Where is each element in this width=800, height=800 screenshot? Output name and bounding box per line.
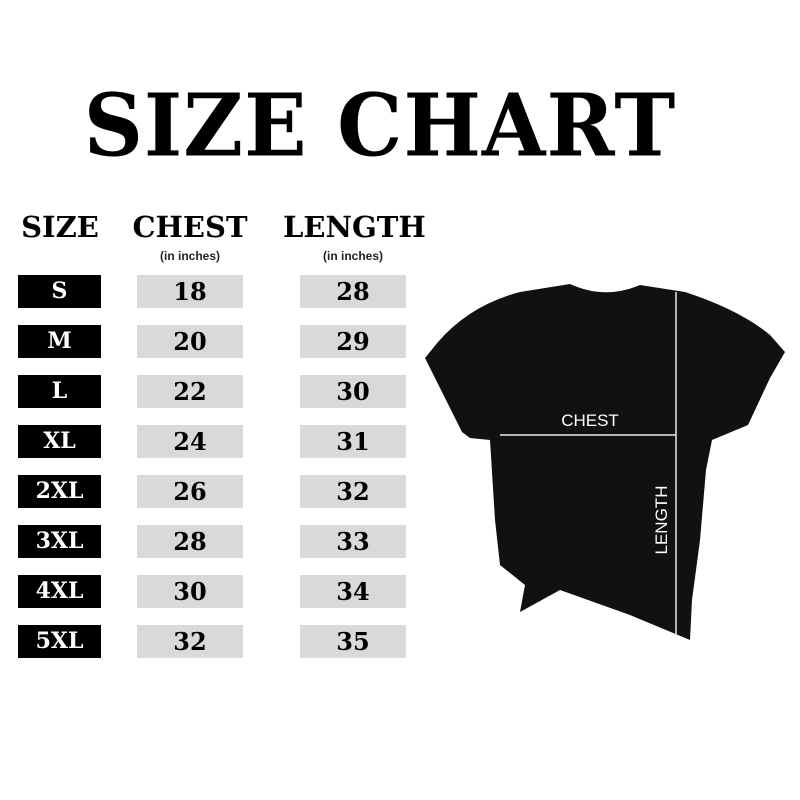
size-header: SIZE	[21, 210, 99, 244]
chest-cell: 26	[137, 475, 243, 508]
length-cell: 32	[300, 475, 406, 508]
page-title: SIZE CHART	[83, 75, 677, 177]
length-cell: 34	[300, 575, 406, 608]
chest-unit: (in inches)	[159, 249, 220, 263]
length-cell: 33	[300, 525, 406, 558]
size-cell: 5XL	[18, 625, 101, 658]
chest-cell: 20	[137, 325, 243, 358]
size-cell: L	[18, 375, 101, 408]
size-cell: 3XL	[18, 525, 101, 558]
length-cell: 35	[300, 625, 406, 658]
length-cell: 28	[300, 275, 406, 308]
chest-cell: 32	[137, 625, 243, 658]
length-cell: 31	[300, 425, 406, 458]
size-cell: M	[18, 325, 101, 358]
size-cell: 4XL	[18, 575, 101, 608]
chest-cell: 28	[137, 525, 243, 558]
chest-cell: 18	[137, 275, 243, 308]
length-cell: 30	[300, 375, 406, 408]
size-cell: XL	[18, 425, 101, 458]
chest-cell: 24	[137, 425, 243, 458]
length-header: LENGTH	[283, 210, 426, 244]
chest-header: CHEST	[132, 210, 248, 244]
length-cell: 29	[300, 325, 406, 358]
size-cell: S	[18, 275, 101, 308]
length-unit: (in inches)	[322, 249, 383, 263]
size-cell: 2XL	[18, 475, 101, 508]
length-label: LENGTH	[652, 486, 671, 555]
chest-label: CHEST	[561, 411, 619, 430]
chest-cell: 22	[137, 375, 243, 408]
tshirt-icon	[425, 284, 785, 640]
chest-cell: 30	[137, 575, 243, 608]
